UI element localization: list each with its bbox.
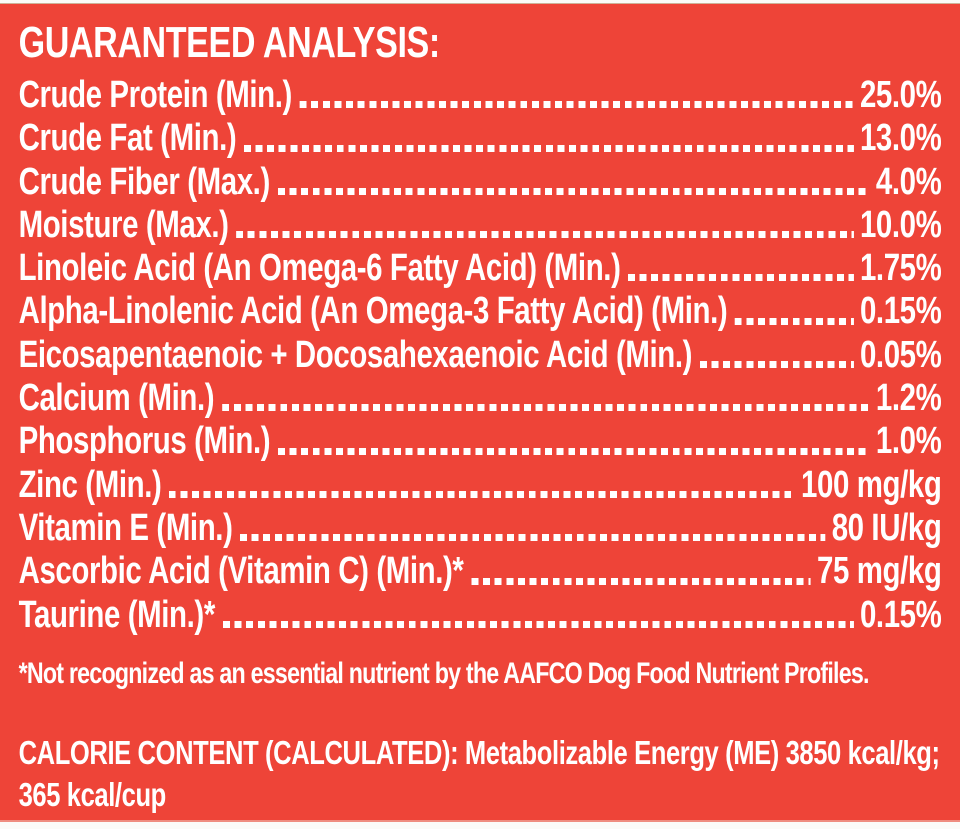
nutrient-name: Calcium (Min.) (18, 377, 215, 420)
nutrient-value: 4.0% (875, 160, 942, 203)
nutrient-value: 13.0% (859, 117, 942, 160)
analysis-row: Crude Fiber (Max.) 4.0% (19, 161, 942, 204)
nutrient-value: 0.15% (859, 290, 942, 333)
nutrient-name: Zinc (Min.) (18, 463, 162, 506)
dot-leader (277, 447, 870, 455)
nutrient-value: 0.05% (859, 333, 942, 376)
analysis-row: Moisture (Max.) 10.0% (19, 204, 942, 247)
analysis-row: Vitamin E (Min.) 80 IU/kg (19, 507, 942, 550)
dot-leader (244, 144, 854, 152)
nutrient-name: Crude Protein (Min.) (18, 74, 293, 116)
nutrient-name: Crude Fat (Min.) (18, 117, 237, 160)
nutrient-value: 80 IU/kg (831, 506, 942, 549)
analysis-row: Linoleic Acid (An Omega-6 Fatty Acid) (M… (19, 247, 942, 290)
guaranteed-analysis-panel: GUARANTEED ANALYSIS: Crude Protein (Min.… (0, 3, 960, 822)
dot-leader (277, 187, 870, 195)
nutrient-name: Ascorbic Acid (Vitamin C) (Min.)* (18, 550, 464, 593)
calorie-content: CALORIE CONTENT (CALCULATED): Metaboliza… (19, 732, 942, 816)
nutrient-name: Crude Fiber (Max.) (18, 160, 271, 203)
section-heading: GUARANTEED ANALYSIS: (18, 18, 441, 67)
nutrient-value: 1.75% (859, 247, 942, 290)
analysis-row: Eicosapentaenoic + Docosahexaenoic Acid … (19, 334, 942, 377)
nutrient-value: 100 mg/kg (801, 463, 942, 506)
dot-leader (221, 404, 870, 412)
panel-content: GUARANTEED ANALYSIS: Crude Protein (Min.… (0, 4, 960, 816)
nutrient-value: 10.0% (859, 203, 942, 246)
nutrient-name: Moisture (Max.) (18, 203, 229, 246)
nutrient-name: Alpha-Linolenic Acid (An Omega-3 Fatty A… (18, 290, 728, 333)
dot-leader (299, 101, 854, 109)
dot-leader (735, 317, 854, 325)
nutrient-value: 1.0% (875, 420, 942, 463)
analysis-row: Phosphorus (Min.) 1.0% (19, 420, 942, 463)
calorie-line-2: 365 kcal/cup (18, 775, 167, 813)
analysis-row: Calcium (Min.) 1.2% (19, 377, 942, 420)
nutrient-name: Linoleic Acid (An Omega-6 Fatty Acid) (M… (18, 247, 621, 290)
nutrient-value: 0.15% (859, 593, 942, 636)
nutrient-value: 75 mg/kg (816, 550, 942, 593)
analysis-table: Crude Protein (Min.) 25.0% Crude Fat (Mi… (19, 74, 942, 637)
aafco-footnote: *Not recognized as an essential nutrient… (18, 656, 870, 690)
nutrient-name: Vitamin E (Min.) (18, 506, 233, 549)
calorie-line-1: CALORIE CONTENT (CALCULATED): Metaboliza… (18, 733, 940, 771)
analysis-row: Crude Fat (Min.) 13.0% (19, 117, 942, 160)
analysis-row: Taurine (Min.)* 0.15% (19, 594, 942, 637)
nutrient-name: Phosphorus (Min.) (18, 420, 271, 463)
dot-leader (222, 620, 854, 628)
dot-leader (169, 490, 795, 498)
nutrient-value: 25.0% (859, 74, 942, 116)
analysis-row: Zinc (Min.) 100 mg/kg (19, 464, 942, 507)
dot-leader (628, 274, 854, 282)
nutrient-value: 1.2% (875, 377, 942, 420)
analysis-row: Crude Protein (Min.) 25.0% (19, 74, 942, 117)
dot-leader (236, 231, 854, 239)
nutrient-name: Eicosapentaenoic + Docosahexaenoic Acid … (18, 333, 693, 376)
analysis-row: Alpha-Linolenic Acid (An Omega-3 Fatty A… (19, 290, 942, 333)
dot-leader (471, 577, 811, 585)
analysis-row: Ascorbic Acid (Vitamin C) (Min.)* 75 mg/… (19, 550, 942, 593)
dot-leader (699, 361, 854, 369)
dot-leader (240, 534, 826, 542)
nutrient-name: Taurine (Min.)* (18, 593, 216, 636)
